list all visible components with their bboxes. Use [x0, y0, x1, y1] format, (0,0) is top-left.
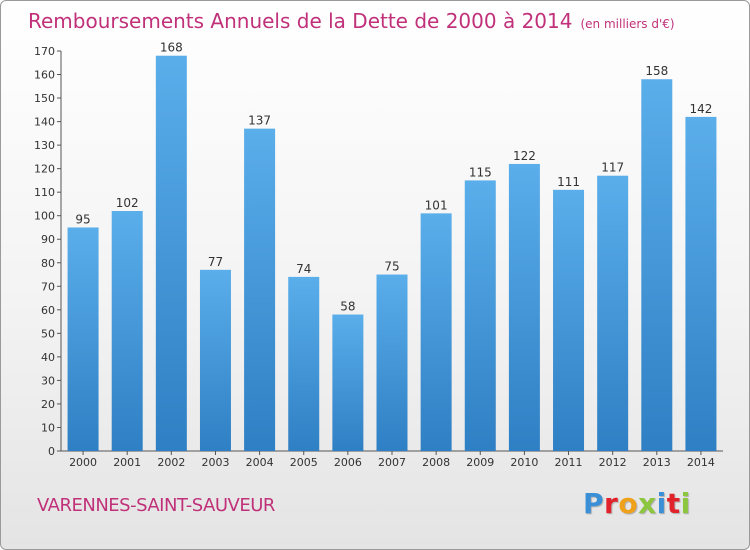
- bar-value-label: 101: [425, 198, 448, 212]
- bar-value-label: 137: [248, 114, 271, 128]
- x-tick-label: 2008: [422, 456, 450, 469]
- bar: [508, 163, 540, 452]
- x-tick-label: 2013: [643, 456, 671, 469]
- y-tick-label: 50: [41, 327, 55, 340]
- x-tick-label: 2010: [510, 456, 538, 469]
- bar: [244, 128, 276, 451]
- bar-value-label: 74: [296, 262, 311, 276]
- y-tick-label: 110: [34, 186, 55, 199]
- bar: [464, 180, 496, 452]
- bar-value-label: 142: [689, 102, 712, 116]
- bar-value-label: 117: [601, 161, 624, 175]
- y-tick-label: 10: [41, 421, 55, 434]
- x-tick-label: 2005: [290, 456, 318, 469]
- bar-value-label: 58: [340, 300, 355, 314]
- y-tick-label: 140: [34, 116, 55, 129]
- x-tick-label: 2000: [69, 456, 97, 469]
- bar-value-label: 75: [384, 260, 399, 274]
- x-tick-label: 2009: [466, 456, 494, 469]
- bar-value-label: 122: [513, 149, 536, 163]
- bar: [332, 314, 364, 451]
- bar: [67, 227, 99, 451]
- x-tick-label: 2002: [157, 456, 185, 469]
- logo-letter: i: [680, 487, 691, 520]
- y-tick-label: 130: [34, 139, 55, 152]
- y-tick-label: 20: [41, 398, 55, 411]
- logo-letter: x: [638, 487, 657, 520]
- y-tick-label: 30: [41, 374, 55, 387]
- y-tick-label: 70: [41, 280, 55, 293]
- y-tick-label: 150: [34, 92, 55, 105]
- logo-letter: P: [583, 487, 605, 520]
- bar-value-label: 111: [557, 175, 580, 189]
- y-tick-label: 170: [34, 45, 55, 58]
- bar-value-label: 115: [469, 165, 492, 179]
- proxiti-logo: Proxiti: [583, 487, 691, 520]
- bar: [288, 276, 320, 451]
- bar: [155, 55, 187, 452]
- y-tick-label: 90: [41, 233, 55, 246]
- bar-value-label: 158: [645, 64, 668, 78]
- y-tick-label: 160: [34, 69, 55, 82]
- y-tick-label: 0: [48, 445, 55, 458]
- x-tick-label: 2006: [334, 456, 362, 469]
- bar: [641, 79, 673, 451]
- y-tick-label: 60: [41, 304, 55, 317]
- logo-letter: t: [666, 487, 681, 520]
- bar: [376, 274, 408, 451]
- x-tick-label: 2001: [113, 456, 141, 469]
- bar: [553, 189, 585, 451]
- x-tick-label: 2011: [555, 456, 583, 469]
- city-name: VARENNES-SAINT-SAUVEUR: [37, 495, 275, 516]
- y-tick-label: 40: [41, 351, 55, 364]
- x-tick-label: 2003: [201, 456, 229, 469]
- logo-letter: i: [656, 487, 667, 520]
- chart-subtitle: (en milliers d'€): [580, 17, 675, 31]
- logo-letter: r: [604, 487, 619, 520]
- x-tick-label: 2014: [687, 456, 715, 469]
- chart-title-text: Remboursements Annuels de la Dette de 20…: [28, 9, 573, 33]
- bar: [597, 175, 629, 452]
- chart-title: Remboursements Annuels de la Dette de 20…: [28, 9, 675, 33]
- y-tick-label: 100: [34, 210, 55, 223]
- bar: [685, 116, 717, 451]
- x-tick-label: 2012: [599, 456, 627, 469]
- bar: [199, 269, 231, 451]
- y-tick-label: 120: [34, 163, 55, 176]
- bar-value-label: 95: [75, 212, 90, 226]
- bar-value-label: 168: [160, 41, 183, 55]
- bar-value-label: 102: [116, 196, 139, 210]
- y-tick-label: 80: [41, 257, 55, 270]
- bar: [420, 213, 452, 451]
- bar-value-label: 77: [208, 255, 223, 269]
- x-tick-label: 2004: [246, 456, 274, 469]
- x-tick-label: 2007: [378, 456, 406, 469]
- logo-letter: o: [618, 487, 639, 520]
- bar: [111, 211, 143, 451]
